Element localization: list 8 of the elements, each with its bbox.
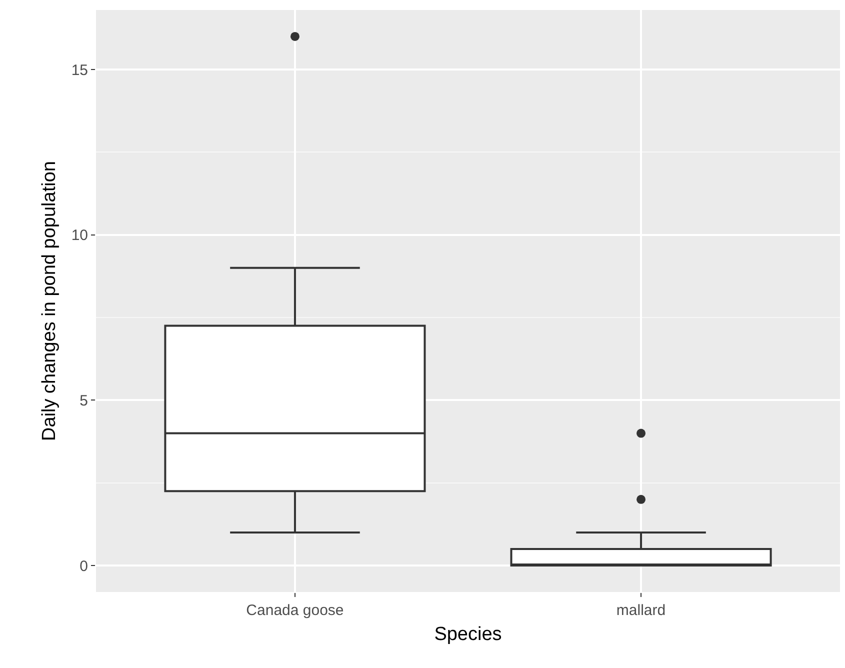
- x-tick-label: Canada goose: [246, 602, 344, 619]
- y-tick-label: 15: [71, 62, 88, 79]
- y-tick-label: 10: [71, 227, 88, 244]
- y-tick-label: 5: [80, 392, 88, 410]
- y-axis-title: Daily changes in pond population: [39, 161, 60, 441]
- x-axis-title: Species: [434, 624, 502, 645]
- y-tick-label: 0: [80, 558, 88, 575]
- x-tick-label: mallard: [616, 602, 666, 619]
